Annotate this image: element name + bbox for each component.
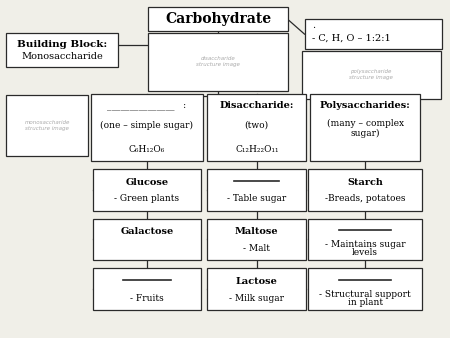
FancyBboxPatch shape bbox=[308, 219, 422, 260]
Text: C₁₂H₂₂O₁₁: C₁₂H₂₂O₁₁ bbox=[235, 145, 279, 154]
FancyBboxPatch shape bbox=[148, 33, 288, 91]
Text: - Maintains sugar: - Maintains sugar bbox=[325, 240, 405, 249]
FancyBboxPatch shape bbox=[207, 268, 306, 310]
Text: Glucose: Glucose bbox=[126, 178, 169, 187]
Text: - Structural support: - Structural support bbox=[319, 290, 411, 298]
Text: levels: levels bbox=[352, 248, 378, 257]
Text: (one – simple sugar): (one – simple sugar) bbox=[100, 121, 194, 130]
Text: - Malt: - Malt bbox=[243, 244, 270, 253]
Text: Disaccharide:: Disaccharide: bbox=[220, 101, 294, 110]
FancyBboxPatch shape bbox=[308, 268, 422, 310]
Text: Starch: Starch bbox=[347, 178, 383, 187]
FancyBboxPatch shape bbox=[302, 51, 441, 99]
Text: Maltose: Maltose bbox=[235, 227, 279, 236]
FancyBboxPatch shape bbox=[207, 94, 306, 161]
Text: - Milk sugar: - Milk sugar bbox=[230, 294, 284, 303]
FancyBboxPatch shape bbox=[6, 95, 88, 156]
Text: - C, H, O – 1:2:1: - C, H, O – 1:2:1 bbox=[312, 34, 391, 43]
FancyBboxPatch shape bbox=[207, 169, 306, 211]
Text: Carbohydrate: Carbohydrate bbox=[165, 12, 271, 26]
Text: (two): (two) bbox=[245, 121, 269, 130]
Text: (many – complex: (many – complex bbox=[327, 119, 404, 128]
Text: - Table sugar: - Table sugar bbox=[227, 194, 287, 203]
Text: polysaccharide
structure image: polysaccharide structure image bbox=[349, 69, 393, 80]
Text: disaccharide
structure image: disaccharide structure image bbox=[196, 56, 240, 67]
Text: _______________   :: _______________ : bbox=[108, 101, 187, 110]
Text: - Green plants: - Green plants bbox=[114, 194, 180, 203]
FancyBboxPatch shape bbox=[93, 268, 201, 310]
Text: Galactose: Galactose bbox=[120, 227, 174, 236]
FancyBboxPatch shape bbox=[207, 219, 306, 260]
FancyBboxPatch shape bbox=[308, 169, 422, 211]
Text: .: . bbox=[312, 21, 315, 30]
Text: Building Block:: Building Block: bbox=[17, 41, 107, 49]
FancyBboxPatch shape bbox=[148, 7, 288, 31]
Text: - Fruits: - Fruits bbox=[130, 294, 164, 303]
FancyBboxPatch shape bbox=[305, 19, 441, 49]
Text: in plant: in plant bbox=[347, 298, 382, 307]
Text: Polysaccharides:: Polysaccharides: bbox=[320, 101, 410, 110]
Text: C₆H₁₂O₆: C₆H₁₂O₆ bbox=[129, 145, 165, 154]
Text: monosaccharide
structure image: monosaccharide structure image bbox=[24, 120, 70, 131]
FancyBboxPatch shape bbox=[310, 94, 420, 161]
Text: Monosaccharide: Monosaccharide bbox=[21, 52, 103, 61]
FancyBboxPatch shape bbox=[91, 94, 203, 161]
Text: sugar): sugar) bbox=[351, 129, 380, 138]
FancyBboxPatch shape bbox=[93, 169, 201, 211]
FancyBboxPatch shape bbox=[6, 33, 117, 67]
FancyBboxPatch shape bbox=[93, 219, 201, 260]
Text: -Breads, potatoes: -Breads, potatoes bbox=[325, 194, 405, 203]
Text: Lactose: Lactose bbox=[236, 277, 278, 286]
